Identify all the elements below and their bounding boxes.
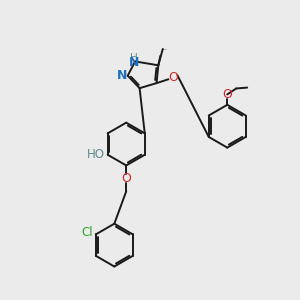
Text: N: N xyxy=(128,56,139,69)
Text: H: H xyxy=(130,53,137,63)
Text: Cl: Cl xyxy=(81,226,93,239)
Text: O: O xyxy=(222,88,232,101)
Text: N: N xyxy=(117,69,128,82)
Text: O: O xyxy=(121,172,131,185)
Text: methyl: methyl xyxy=(164,49,168,50)
Text: O: O xyxy=(168,71,178,84)
Text: HO: HO xyxy=(87,148,105,161)
